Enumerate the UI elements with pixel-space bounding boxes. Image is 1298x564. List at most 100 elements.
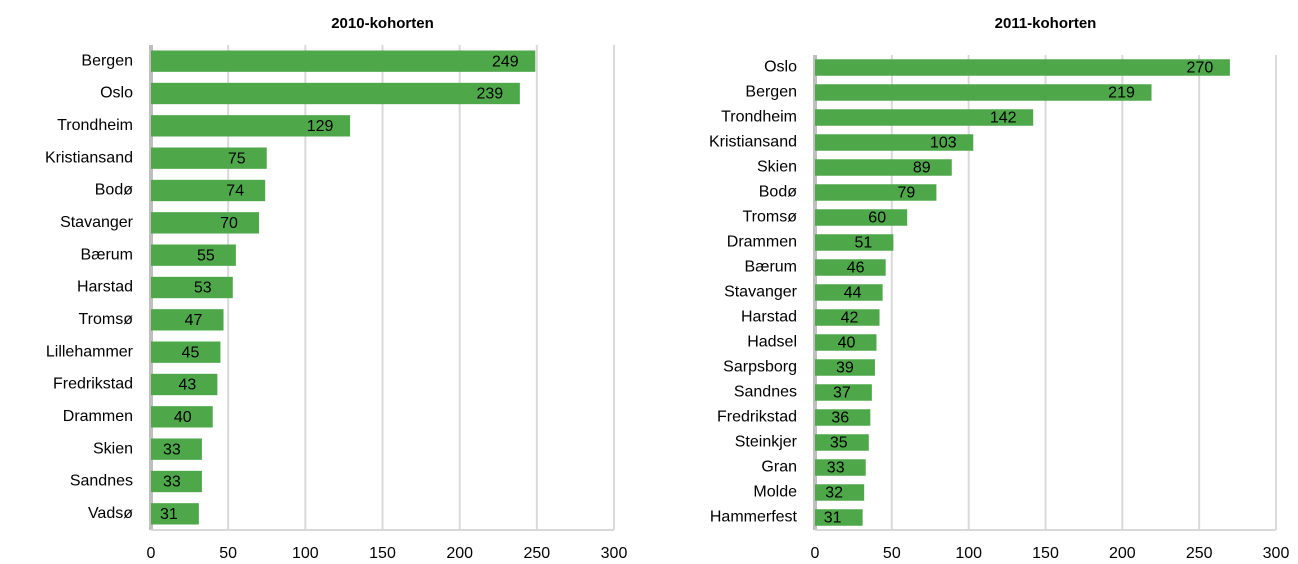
y-tick-label: Sarpsborg: [723, 359, 797, 376]
bar: [151, 406, 213, 428]
data-label: 33: [827, 460, 845, 477]
data-label: 45: [182, 344, 200, 361]
bar: [815, 109, 1034, 126]
data-label: 46: [847, 260, 865, 277]
bar: [151, 276, 233, 299]
data-label: 60: [868, 210, 886, 227]
bar: [815, 309, 880, 326]
data-label: 42: [841, 310, 859, 327]
bar: [815, 234, 894, 251]
bar: [815, 484, 865, 501]
y-tick-label: Lillehammer: [46, 343, 134, 360]
y-tick-label: Bergen: [745, 84, 797, 101]
y-tick-label: Kristiansand: [45, 149, 133, 166]
data-label: 31: [824, 510, 842, 527]
x-tick-label: 150: [369, 545, 396, 562]
data-label: 79: [897, 185, 915, 202]
x-tick-label: 50: [219, 545, 237, 562]
bar: [815, 84, 1152, 101]
data-label: 239: [477, 86, 504, 103]
data-label: 53: [194, 280, 212, 297]
data-label: 44: [844, 285, 862, 302]
data-label: 32: [825, 485, 843, 502]
y-tick-label: Tromsø: [742, 209, 797, 226]
bar: [815, 509, 863, 526]
bar: [815, 209, 908, 226]
x-tick-label: 0: [147, 545, 156, 562]
data-label: 219: [1108, 85, 1135, 102]
bar: [151, 470, 202, 493]
x-tick-label: 300: [1263, 545, 1290, 562]
y-tick-label: Oslo: [764, 59, 797, 76]
y-tick-label: Fredrikstad: [717, 409, 797, 426]
x-tick-label: 200: [1109, 545, 1136, 562]
x-tick-label: 200: [446, 545, 473, 562]
y-tick-label: Gran: [761, 459, 797, 476]
data-label: 142: [990, 110, 1017, 127]
x-tick-label: 0: [811, 545, 820, 562]
data-label: 47: [185, 312, 203, 329]
bar: [151, 50, 536, 72]
bar: [151, 373, 218, 396]
y-tick-label: Drammen: [63, 408, 133, 425]
x-tick-label: 150: [1032, 545, 1059, 562]
y-tick-label: Drammen: [727, 234, 797, 251]
data-label: 31: [160, 506, 178, 523]
y-tick-label: Hammerfest: [710, 509, 798, 526]
data-label: 55: [197, 247, 215, 264]
y-tick-label: Skien: [757, 159, 797, 176]
bar: [151, 438, 202, 460]
data-label: 249: [492, 53, 519, 70]
y-tick-label: Bærum: [81, 246, 133, 263]
y-tick-label: Skien: [93, 440, 133, 457]
data-label: 43: [178, 377, 196, 394]
y-tick-label: Trondheim: [57, 117, 133, 134]
bar: [151, 82, 520, 105]
y-tick-label: Hadsel: [747, 334, 797, 351]
bar: [815, 334, 877, 351]
y-tick-label: Vadsø: [88, 505, 133, 522]
data-label: 103: [930, 135, 957, 152]
bar: [815, 134, 974, 151]
bar: [151, 115, 351, 137]
data-label: 33: [163, 441, 181, 458]
y-tick-label: Harstad: [741, 309, 797, 326]
bar: [815, 384, 872, 401]
x-tick-label: 100: [955, 545, 982, 562]
y-tick-label: Tromsø: [78, 311, 133, 328]
y-tick-label: Bærum: [745, 259, 797, 276]
y-tick-label: Stavanger: [724, 284, 798, 301]
data-label: 75: [228, 150, 246, 167]
bar: [151, 179, 266, 202]
y-tick-label: Trondheim: [721, 109, 797, 126]
bar: [815, 184, 937, 201]
y-tick-label: Steinkjer: [735, 434, 798, 451]
chart-title: 2010-kohorten: [331, 15, 434, 32]
bar: [815, 434, 869, 451]
bar: [151, 212, 260, 234]
y-tick-label: Molde: [753, 484, 797, 501]
x-tick-label: 50: [883, 545, 901, 562]
y-tick-label: Fredrikstad: [53, 376, 133, 393]
bar: [815, 59, 1230, 76]
y-tick-label: Bergen: [81, 52, 133, 69]
y-tick-label: Kristiansand: [709, 134, 797, 151]
x-tick-label: 300: [601, 545, 628, 562]
data-label: 129: [307, 118, 334, 135]
y-tick-label: Oslo: [100, 85, 133, 102]
bar: [151, 309, 224, 331]
data-label: 35: [830, 435, 848, 452]
y-tick-label: Bodø: [759, 184, 797, 201]
bar: [151, 244, 236, 266]
bar: [815, 159, 952, 176]
data-label: 37: [833, 385, 851, 402]
data-label: 33: [163, 474, 181, 491]
data-label: 70: [220, 215, 238, 232]
data-label: 39: [836, 360, 854, 377]
y-tick-label: Stavanger: [60, 214, 134, 231]
bar: [151, 147, 267, 169]
bar: [815, 284, 883, 301]
data-label: 270: [1187, 60, 1214, 77]
y-tick-label: Bodø: [95, 182, 133, 199]
